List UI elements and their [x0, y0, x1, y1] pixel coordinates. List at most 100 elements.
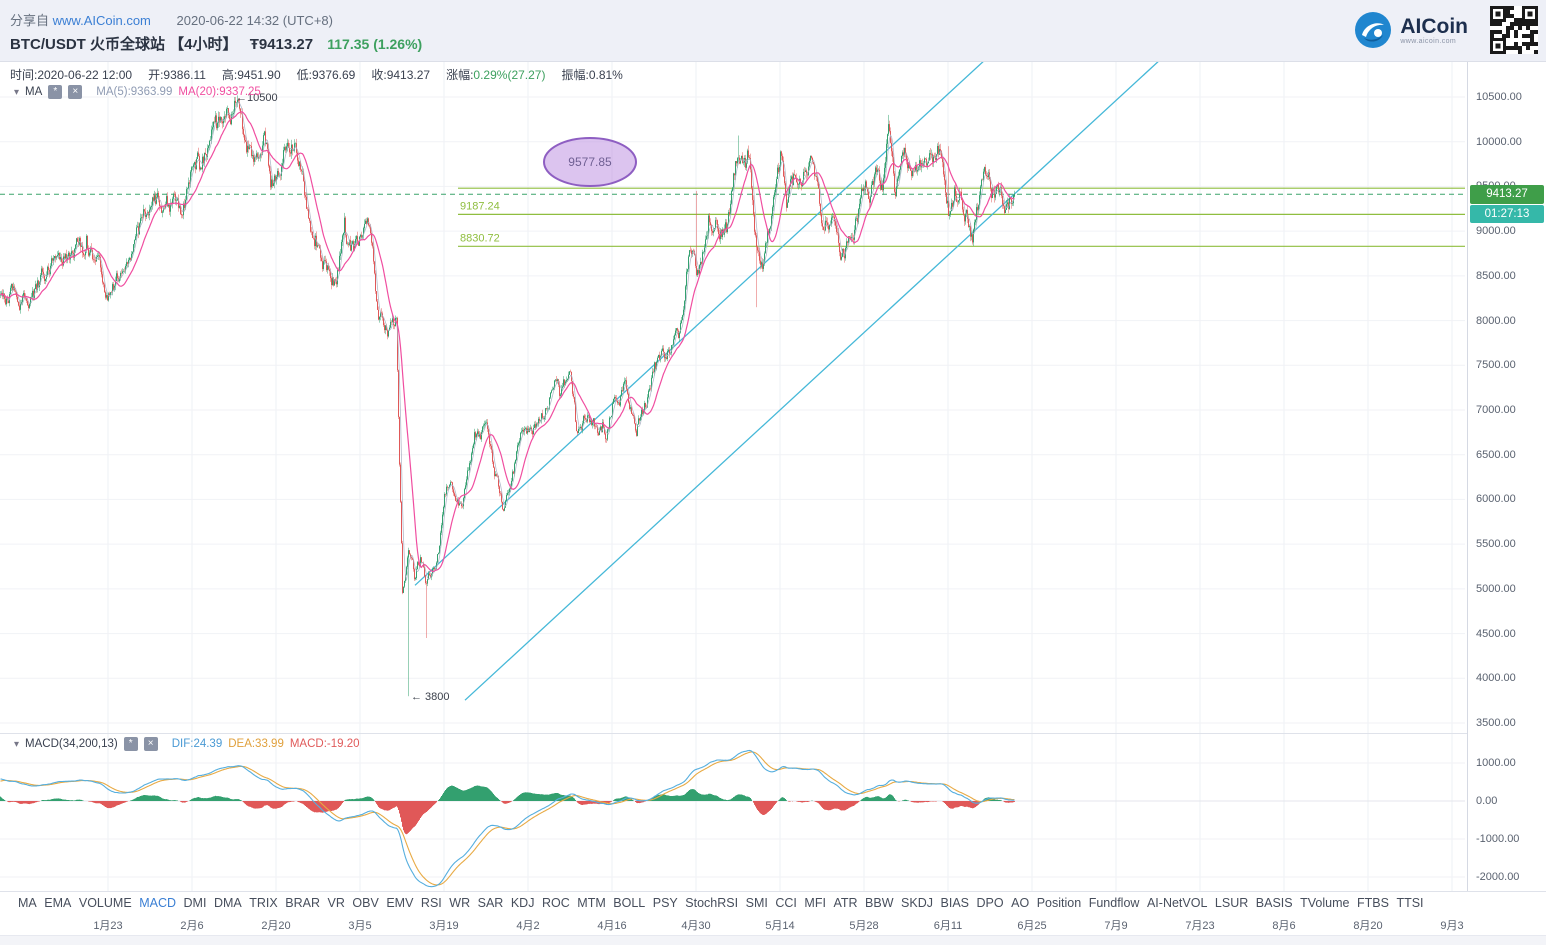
aicoin-logo: AICoin www.aicoin.com — [1354, 11, 1468, 49]
dea-line — [1, 752, 1015, 885]
indicator-tab-dpo[interactable]: DPO — [977, 896, 1004, 910]
brand-name: AICoin — [1400, 15, 1468, 38]
aicoin-link[interactable]: www.AICoin.com — [53, 13, 151, 28]
ma5-value: MA(5):9363.99 — [96, 86, 172, 98]
ma-indicator-bar: ▾ MA * × MA(5):9363.99 MA(20):9337.25 — [14, 85, 261, 99]
indicator-tab-ai-netvol[interactable]: AI-NetVOL — [1147, 896, 1207, 910]
time-axis-label: 4月16 — [580, 917, 644, 933]
info-high: 高:9451.90 — [222, 66, 281, 83]
indicator-tab-bbw[interactable]: BBW — [865, 896, 893, 910]
indicator-tab-basis[interactable]: BASIS — [1256, 896, 1293, 910]
indicator-tab-dma[interactable]: DMA — [214, 896, 242, 910]
time-axis-label: 1月23 — [76, 917, 140, 933]
header-change: 117.35 (1.26%) — [327, 36, 422, 52]
indicator-tab-boll[interactable]: BOLL — [613, 896, 645, 910]
last-price-badge: 9413.27 — [1470, 185, 1544, 204]
indicator-tab-wr[interactable]: WR — [449, 896, 470, 910]
dea-value: DEA:33.99 — [228, 738, 284, 750]
macd-axis-label: 1000.00 — [1476, 756, 1516, 770]
indicator-tab-smi[interactable]: SMI — [746, 896, 768, 910]
time-axis-label: 2月20 — [244, 917, 308, 933]
price-axis-label: 5500.00 — [1476, 537, 1516, 551]
indicator-tab-kdj[interactable]: KDJ — [511, 896, 535, 910]
time-axis-label: 3月5 — [328, 917, 392, 933]
ohlc-info-bar: 时间:2020-06-22 12:00 开:9386.11 高:9451.90 … — [10, 66, 623, 83]
indicator-tab-obv[interactable]: OBV — [352, 896, 378, 910]
share-prefix: 分享自 — [10, 13, 49, 28]
indicator-tab-roc[interactable]: ROC — [542, 896, 570, 910]
indicator-tab-brar[interactable]: BRAR — [285, 896, 320, 910]
time-axis-label: 8月20 — [1336, 917, 1400, 933]
indicator-tab-vr[interactable]: VR — [328, 896, 345, 910]
svg-text:9187.24: 9187.24 — [460, 200, 500, 212]
macd-value: MACD:-19.20 — [290, 738, 360, 750]
ma-settings-icon[interactable]: * — [48, 85, 62, 99]
indicator-tab-stochrsi[interactable]: StochRSI — [685, 896, 738, 910]
indicator-tab-macd[interactable]: MACD — [139, 896, 176, 910]
indicator-tab-mfi[interactable]: MFI — [804, 896, 826, 910]
macd-panel-chart[interactable] — [0, 733, 1546, 891]
indicator-tab-fundflow[interactable]: Fundflow — [1089, 896, 1140, 910]
dif-line — [1, 750, 1015, 886]
indicator-tab-mtm[interactable]: MTM — [577, 896, 605, 910]
macd-indicator-name: MACD(34,200,13) — [25, 738, 118, 750]
indicator-tab-bias[interactable]: BIAS — [941, 896, 970, 910]
price-axis-label: 6000.00 — [1476, 492, 1516, 506]
brand-url: www.aicoin.com — [1400, 38, 1468, 45]
time-axis-label: 4月2 — [496, 917, 560, 933]
indicator-tab-position[interactable]: Position — [1037, 896, 1081, 910]
price-axis-label: 7000.00 — [1476, 403, 1516, 417]
info-open: 开:9386.11 — [148, 66, 206, 83]
indicator-tab-psy[interactable]: PSY — [653, 896, 678, 910]
macd-axis-label: -1000.00 — [1476, 832, 1519, 846]
indicator-tab-ftbs[interactable]: FTBS — [1357, 896, 1389, 910]
chevron-down-icon[interactable]: ▾ — [14, 87, 19, 98]
ma-close-icon[interactable]: × — [68, 85, 82, 99]
macd-axis-label: -2000.00 — [1476, 870, 1519, 884]
indicator-tab-ema[interactable]: EMA — [44, 896, 71, 910]
indicator-tab-trix[interactable]: TRIX — [249, 896, 277, 910]
price-axis-label: 6500.00 — [1476, 448, 1516, 462]
time-axis-label: 2月6 — [160, 917, 224, 933]
header: 分享自 www.AICoin.com 2020-06-22 14:32 (UTC… — [0, 0, 1546, 62]
info-amplitude: 振幅:0.81% — [561, 66, 622, 83]
qr-code — [1490, 6, 1538, 54]
share-timestamp: 2020-06-22 14:32 (UTC+8) — [177, 13, 333, 28]
macd-settings-icon[interactable]: * — [124, 737, 138, 751]
indicator-tab-rsi[interactable]: RSI — [421, 896, 442, 910]
price-axis-label: 9000.00 — [1476, 224, 1516, 238]
indicator-tab-dmi[interactable]: DMI — [184, 896, 207, 910]
price-axis-label: 10000.00 — [1476, 135, 1522, 149]
indicator-tab-volume[interactable]: VOLUME — [79, 896, 132, 910]
time-axis-label: 7月9 — [1084, 917, 1148, 933]
candle-countdown-badge: 01:27:13 — [1470, 205, 1544, 223]
price-axis-label: 7500.00 — [1476, 358, 1516, 372]
indicator-tab-skdj[interactable]: SKDJ — [901, 896, 933, 910]
time-axis-label: 6月25 — [1000, 917, 1064, 933]
indicator-tab-atr[interactable]: ATR — [833, 896, 857, 910]
info-amplitude-value: 0.81% — [589, 68, 623, 82]
price-axis[interactable]: 10500.0010000.009500.009000.008500.00800… — [1467, 62, 1546, 891]
price-axis-label: 4500.00 — [1476, 627, 1516, 641]
symbol-line: BTC/USDT 火币全球站 【4小时】 Ŧ9413.27 117.35 (1.… — [10, 33, 422, 54]
macd-close-icon[interactable]: × — [144, 737, 158, 751]
indicator-tab-cci[interactable]: CCI — [775, 896, 797, 910]
indicator-tab-emv[interactable]: EMV — [386, 896, 413, 910]
header-price: Ŧ9413.27 — [250, 36, 313, 53]
macd-grid-layer — [0, 733, 1465, 891]
indicator-tab-lsur[interactable]: LSUR — [1215, 896, 1248, 910]
indicator-tab-ao[interactable]: AO — [1011, 896, 1029, 910]
candles-layer — [0, 95, 1015, 696]
indicator-tab-ttsi[interactable]: TTSI — [1396, 896, 1423, 910]
price-axis-label: 3500.00 — [1476, 716, 1516, 730]
share-line: 分享自 www.AICoin.com 2020-06-22 14:32 (UTC… — [10, 10, 333, 29]
indicator-tab-tvolume[interactable]: TVolume — [1300, 896, 1349, 910]
macd-axis-label: 0.00 — [1476, 794, 1497, 808]
indicator-tab-ma[interactable]: MA — [18, 896, 37, 910]
time-axis-label: 5月14 — [748, 917, 812, 933]
indicator-tab-sar[interactable]: SAR — [478, 896, 504, 910]
chevron-down-icon[interactable]: ▾ — [14, 739, 19, 750]
